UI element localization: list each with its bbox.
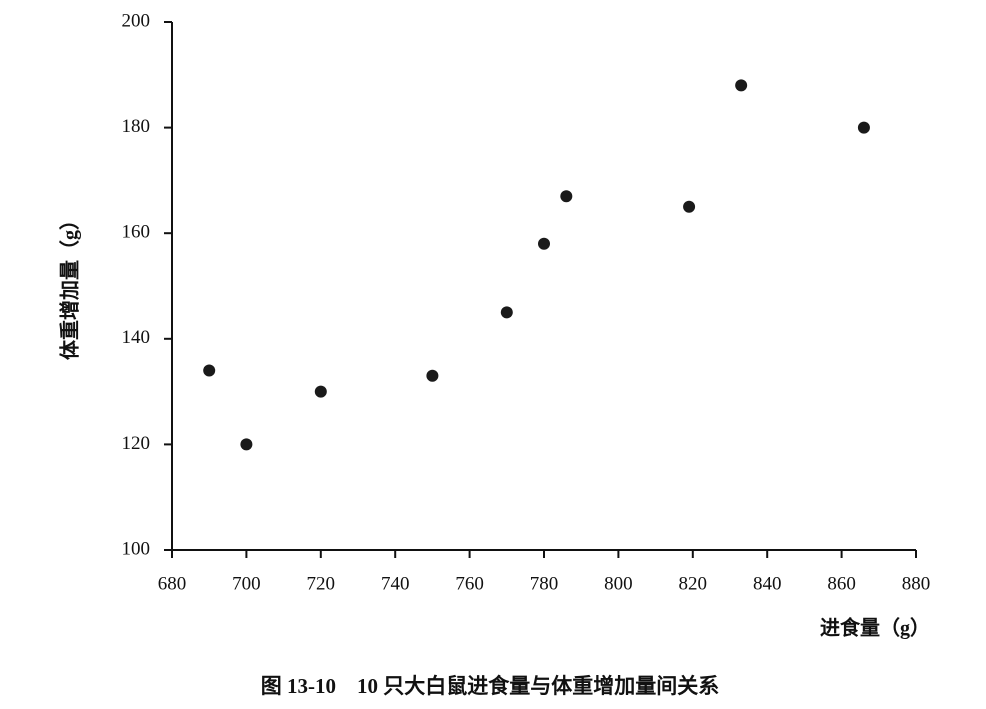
x-tick-label: 700 <box>232 573 261 594</box>
point <box>203 364 216 377</box>
point <box>857 121 870 134</box>
point <box>500 306 513 319</box>
point <box>735 79 748 92</box>
x-tick-label: 740 <box>381 573 410 594</box>
x-axis-label: 进食量（g） <box>820 616 930 640</box>
y-tick-label: 160 <box>122 222 151 243</box>
point <box>314 385 327 398</box>
x-tick-label: 840 <box>753 573 782 594</box>
y-tick-label: 120 <box>122 433 151 454</box>
point <box>683 200 696 213</box>
chart-title: 图 13-10 10 只大白鼠进食量与体重增加量间关系 <box>261 674 720 698</box>
x-tick-label: 780 <box>530 573 559 594</box>
x-tick-label: 880 <box>902 573 931 594</box>
y-tick-label: 180 <box>122 116 151 137</box>
point <box>538 237 550 250</box>
point <box>560 190 573 203</box>
point <box>240 438 253 451</box>
x-tick-label: 820 <box>679 573 708 594</box>
x-tick-label: 800 <box>604 573 633 594</box>
x-tick-label: 860 <box>827 573 856 594</box>
y-tick-label: 200 <box>122 10 151 31</box>
x-tick-label: 760 <box>455 573 484 594</box>
y-axis-label: 体重增加量（g） <box>58 210 82 360</box>
x-tick-label: 680 <box>158 573 187 594</box>
point <box>426 369 439 382</box>
y-tick-label: 140 <box>122 327 151 348</box>
y-tick-label: 100 <box>122 538 151 559</box>
x-tick-label: 720 <box>307 573 336 594</box>
